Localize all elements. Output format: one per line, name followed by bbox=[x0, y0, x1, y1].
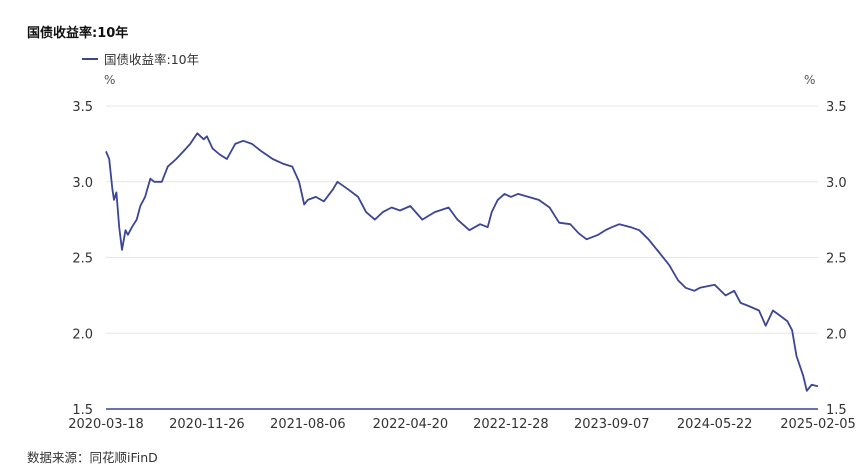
y-unit-left: % bbox=[104, 73, 115, 87]
x-tick-label: 2020-11-26 bbox=[169, 417, 245, 432]
x-tick-label: 2023-09-07 bbox=[574, 417, 650, 432]
chart-legend[interactable]: 国债收益率:10年 bbox=[82, 49, 199, 68]
y-tick-label-right: 1.5 bbox=[826, 403, 847, 418]
data-source-note: 数据来源：同花顺iFinD bbox=[27, 450, 158, 465]
y-unit-right: % bbox=[804, 73, 815, 87]
y-tick-label-left: 3.0 bbox=[72, 176, 93, 191]
y-tick-label-right: 3.0 bbox=[826, 176, 847, 191]
y-tick-label-right: 3.5 bbox=[826, 100, 847, 115]
series-line-10y-yield bbox=[105, 132, 819, 392]
y-tick-label-left: 2.5 bbox=[72, 252, 93, 267]
x-tick-label: 2021-08-06 bbox=[270, 417, 346, 432]
legend-line-swatch bbox=[82, 57, 98, 60]
y-tick-label-left: 3.5 bbox=[72, 100, 93, 115]
y-tick-label-right: 2.0 bbox=[826, 327, 847, 342]
x-tick-label: 2022-12-28 bbox=[473, 417, 549, 432]
chart-title: 国债收益率:10年 bbox=[27, 26, 129, 41]
y-tick-label-right: 2.5 bbox=[826, 252, 847, 267]
x-tick-label: 2025-02-05 bbox=[780, 417, 856, 432]
x-tick-label: 2024-05-22 bbox=[677, 417, 753, 432]
y-tick-label-left: 2.0 bbox=[72, 327, 93, 342]
x-tick-label: 2020-03-18 bbox=[68, 417, 144, 432]
x-tick-label: 2022-04-20 bbox=[373, 417, 449, 432]
y-tick-label-left: 1.5 bbox=[72, 403, 93, 418]
legend-label: 国债收益率:10年 bbox=[104, 52, 200, 67]
